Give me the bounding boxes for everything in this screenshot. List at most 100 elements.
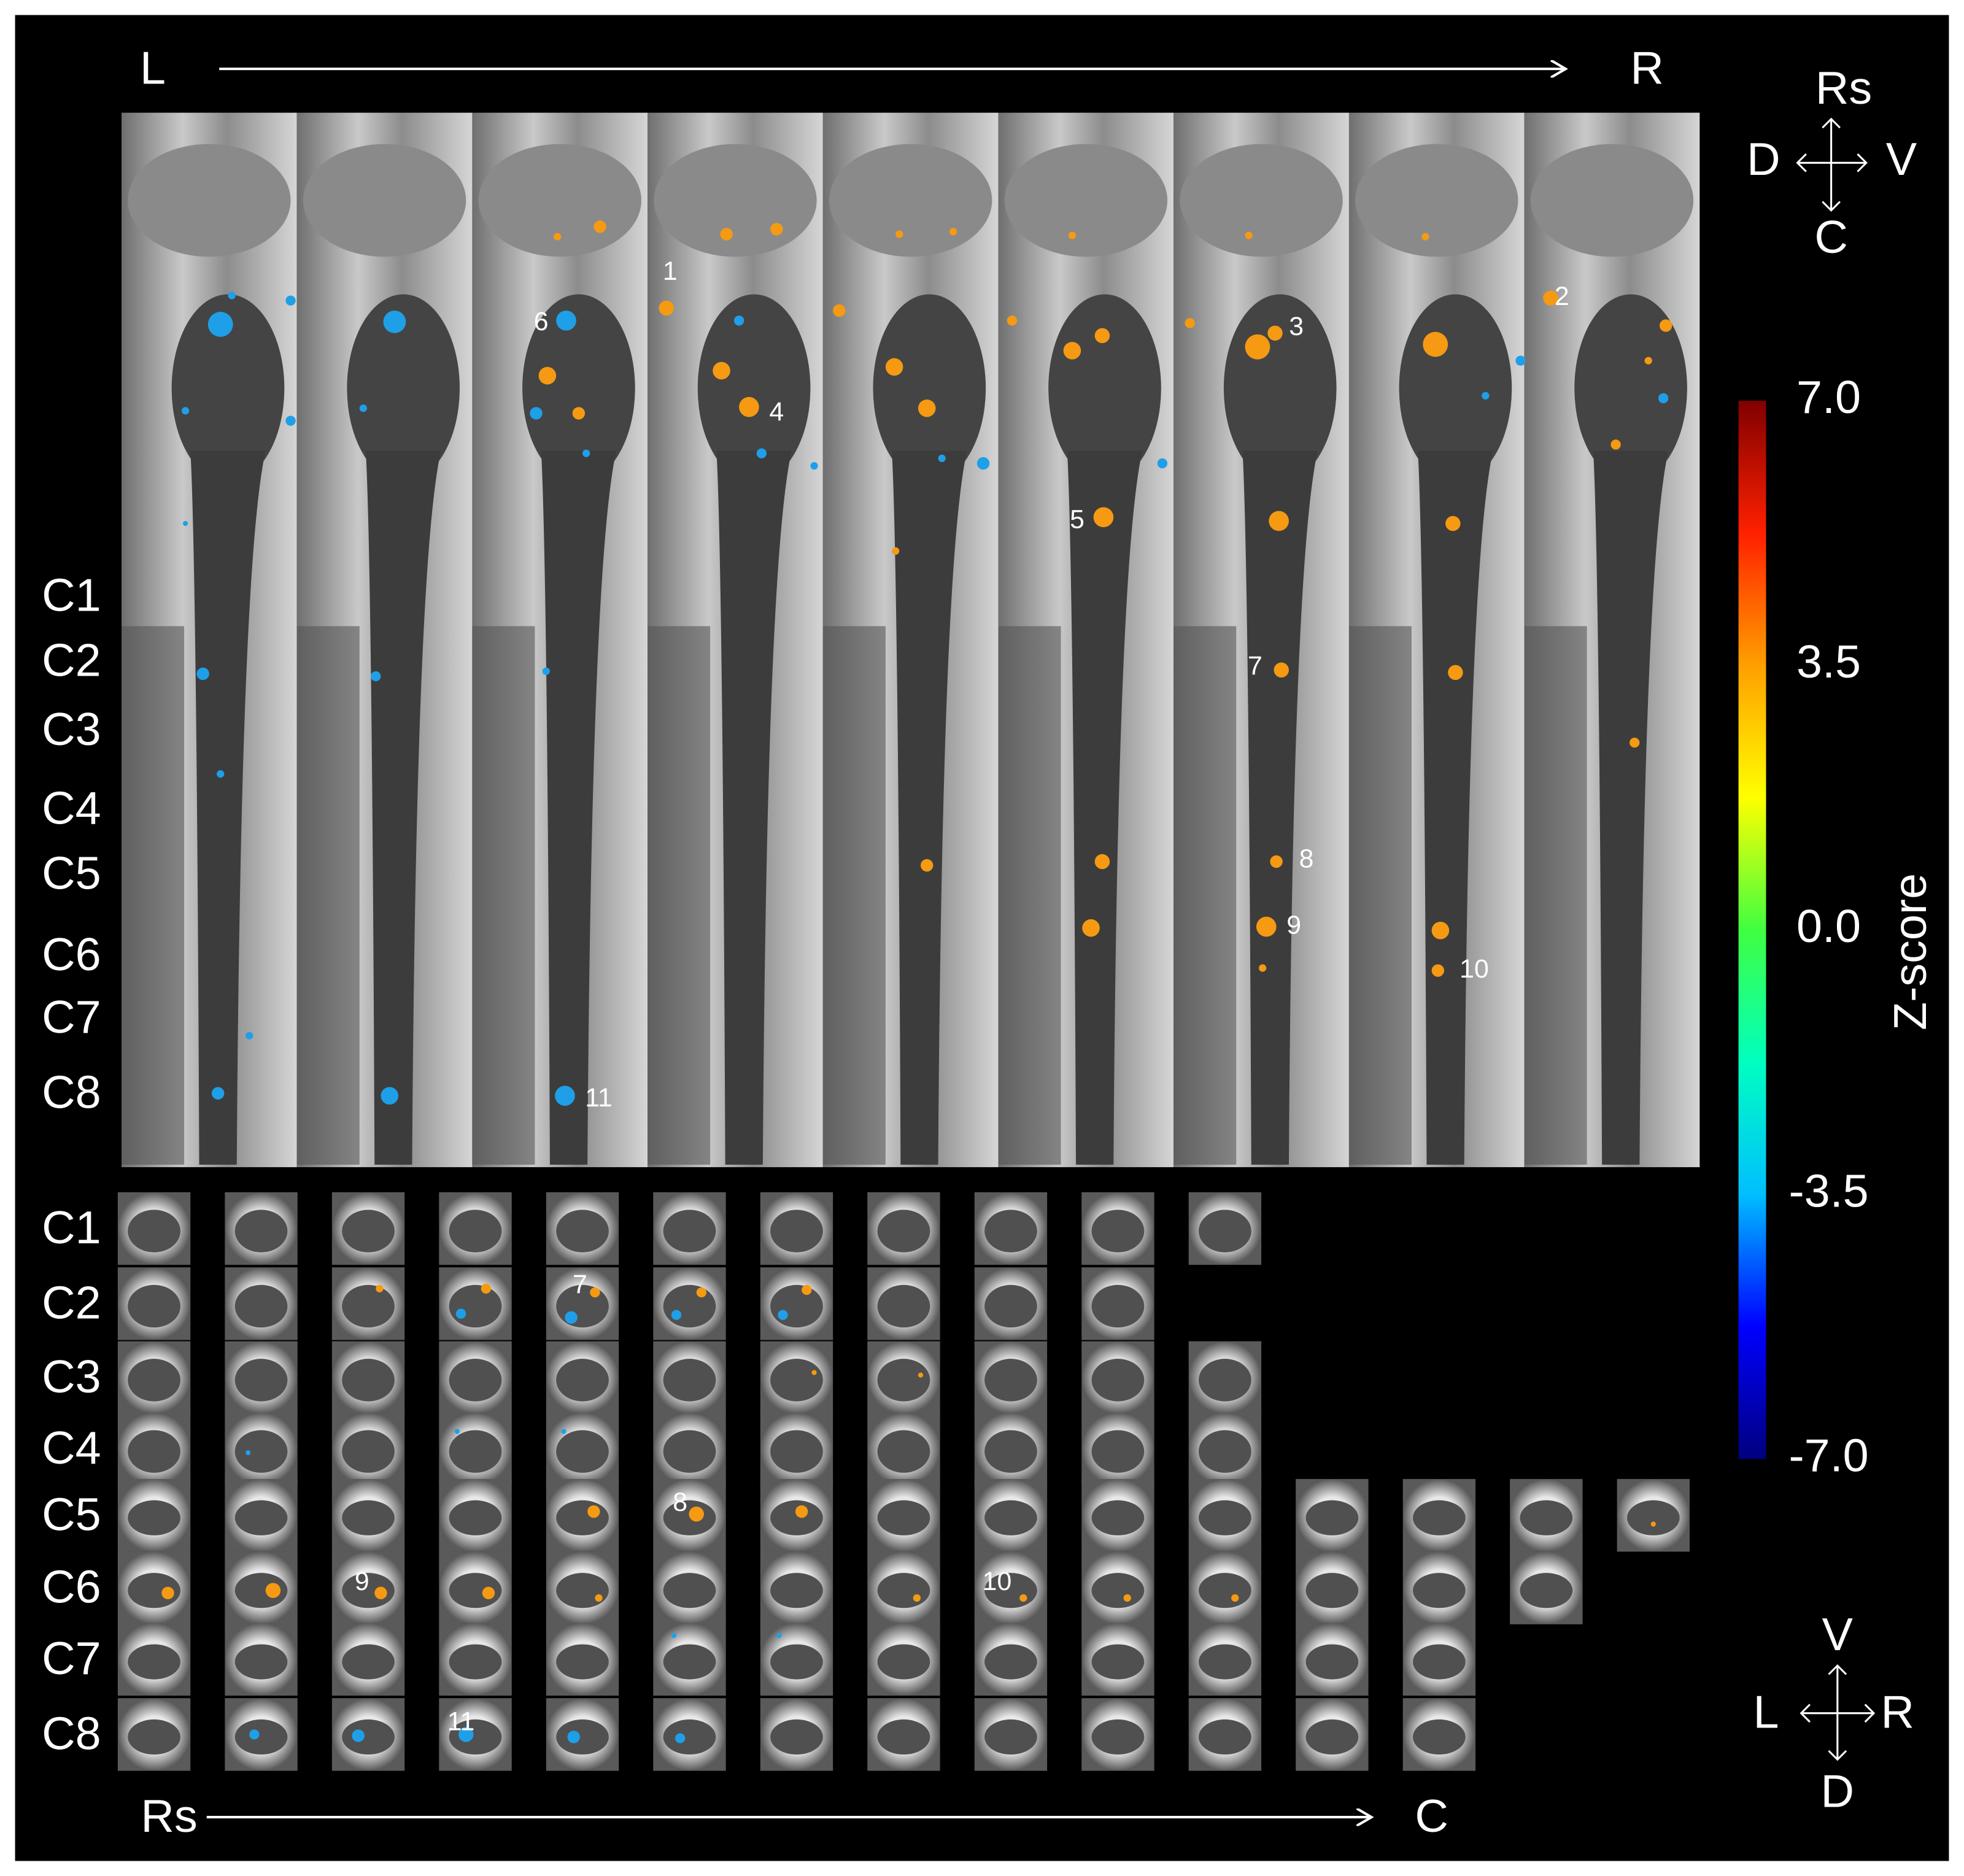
axial-cord bbox=[234, 1500, 288, 1535]
axial-cord bbox=[128, 1719, 180, 1755]
positive-cluster bbox=[1123, 1594, 1131, 1602]
positive-cluster bbox=[482, 1586, 495, 1600]
orientation-label: C bbox=[1814, 211, 1848, 263]
positive-cluster bbox=[595, 1594, 603, 1602]
negative-cluster bbox=[383, 311, 406, 333]
axial-cord bbox=[1199, 1430, 1251, 1473]
axial-cord bbox=[556, 1573, 609, 1608]
negative-cluster bbox=[1515, 355, 1526, 366]
axial-cord bbox=[1199, 1644, 1251, 1680]
axial-cord bbox=[128, 1500, 180, 1535]
positive-cluster bbox=[1068, 231, 1077, 239]
positive-cluster bbox=[1431, 964, 1445, 977]
axial-cord bbox=[663, 1210, 716, 1253]
negative-cluster bbox=[976, 457, 990, 470]
axial-cord bbox=[449, 1284, 502, 1328]
negative-cluster bbox=[582, 449, 590, 457]
axial-cord bbox=[1199, 1210, 1251, 1253]
positive-cluster bbox=[949, 228, 957, 236]
positive-cluster bbox=[1610, 439, 1621, 450]
axial-cord bbox=[663, 1719, 716, 1755]
negative-cluster bbox=[249, 1729, 260, 1740]
axial-cord bbox=[984, 1210, 1037, 1253]
axial-cord bbox=[128, 1284, 180, 1328]
negative-cluster bbox=[246, 1450, 251, 1456]
level-label: C1 bbox=[42, 1202, 101, 1253]
brain bbox=[654, 144, 817, 257]
axial-cord bbox=[1520, 1573, 1573, 1608]
negative-cluster bbox=[285, 295, 296, 306]
axial-cord bbox=[449, 1359, 502, 1402]
positive-cluster bbox=[770, 223, 783, 236]
axial-cord bbox=[770, 1284, 823, 1328]
negative-cluster bbox=[183, 520, 188, 527]
positive-cluster bbox=[895, 230, 903, 238]
positive-cluster bbox=[538, 366, 557, 385]
axial-cord bbox=[1199, 1573, 1251, 1608]
spinal-cord bbox=[716, 450, 792, 1165]
positive-cluster bbox=[572, 407, 586, 420]
positive-cluster bbox=[1423, 331, 1448, 357]
axial-cord bbox=[1413, 1719, 1466, 1755]
axial-cord bbox=[234, 1210, 288, 1253]
axial-cord bbox=[984, 1359, 1037, 1402]
negative-cluster bbox=[211, 1087, 225, 1100]
negative-cluster bbox=[756, 448, 767, 458]
axial-cord bbox=[1091, 1719, 1145, 1755]
vertebrae bbox=[998, 626, 1061, 1165]
orientation-label: R bbox=[1881, 1686, 1915, 1738]
positive-cluster bbox=[1274, 662, 1289, 678]
colorbar-tick-label: 3.5 bbox=[1796, 636, 1861, 687]
axial-cord bbox=[556, 1359, 609, 1402]
axial-cord bbox=[342, 1284, 395, 1328]
positive-cluster bbox=[921, 859, 934, 872]
brain bbox=[1004, 144, 1168, 257]
vertebrae bbox=[648, 626, 711, 1165]
axial-cord bbox=[556, 1210, 609, 1253]
negative-cluster bbox=[671, 1633, 677, 1639]
axial-cord bbox=[1305, 1719, 1359, 1755]
colorbar-title: Z-score bbox=[1884, 873, 1936, 1030]
positive-cluster bbox=[1007, 315, 1018, 326]
axial-cord bbox=[877, 1500, 930, 1535]
axial-cord bbox=[770, 1573, 823, 1608]
axial-cord bbox=[984, 1644, 1037, 1680]
cluster-label: 9 bbox=[1286, 910, 1301, 940]
negative-cluster bbox=[246, 1032, 253, 1040]
axial-cord bbox=[342, 1500, 395, 1535]
negative-cluster bbox=[454, 1429, 460, 1434]
positive-cluster bbox=[689, 1506, 704, 1522]
brain bbox=[478, 144, 641, 257]
negative-cluster bbox=[359, 404, 368, 412]
negative-cluster bbox=[196, 667, 209, 681]
axial-cord bbox=[342, 1359, 395, 1402]
positive-cluster bbox=[795, 1505, 808, 1518]
negative-cluster bbox=[561, 1429, 566, 1434]
colorbar-tick-label: -3.5 bbox=[1788, 1165, 1868, 1216]
vertebrae bbox=[122, 626, 185, 1165]
negative-cluster bbox=[207, 312, 233, 337]
positive-cluster bbox=[1270, 855, 1283, 868]
axis-start: L bbox=[140, 42, 166, 93]
axial-cord bbox=[770, 1500, 823, 1535]
axial-cord bbox=[449, 1430, 502, 1473]
sagittal-panels bbox=[122, 112, 1700, 1167]
negative-cluster bbox=[810, 462, 818, 470]
axial-cord bbox=[770, 1644, 823, 1680]
spinal-cord bbox=[190, 450, 266, 1165]
positive-cluster bbox=[1660, 319, 1672, 332]
axial-cord bbox=[234, 1719, 288, 1755]
level-label: C8 bbox=[42, 1067, 101, 1118]
cluster-label: 7 bbox=[573, 1270, 587, 1299]
axial-cord bbox=[1413, 1573, 1466, 1608]
cluster-label: 6 bbox=[534, 307, 549, 336]
axial-cord bbox=[1413, 1644, 1466, 1680]
axial-cord bbox=[342, 1430, 395, 1473]
spinal-cord bbox=[1242, 450, 1318, 1165]
positive-cluster bbox=[659, 300, 674, 316]
axial-cord bbox=[1091, 1430, 1145, 1473]
negative-cluster bbox=[530, 407, 543, 420]
negative-cluster bbox=[352, 1729, 365, 1742]
positive-cluster bbox=[1019, 1594, 1027, 1602]
